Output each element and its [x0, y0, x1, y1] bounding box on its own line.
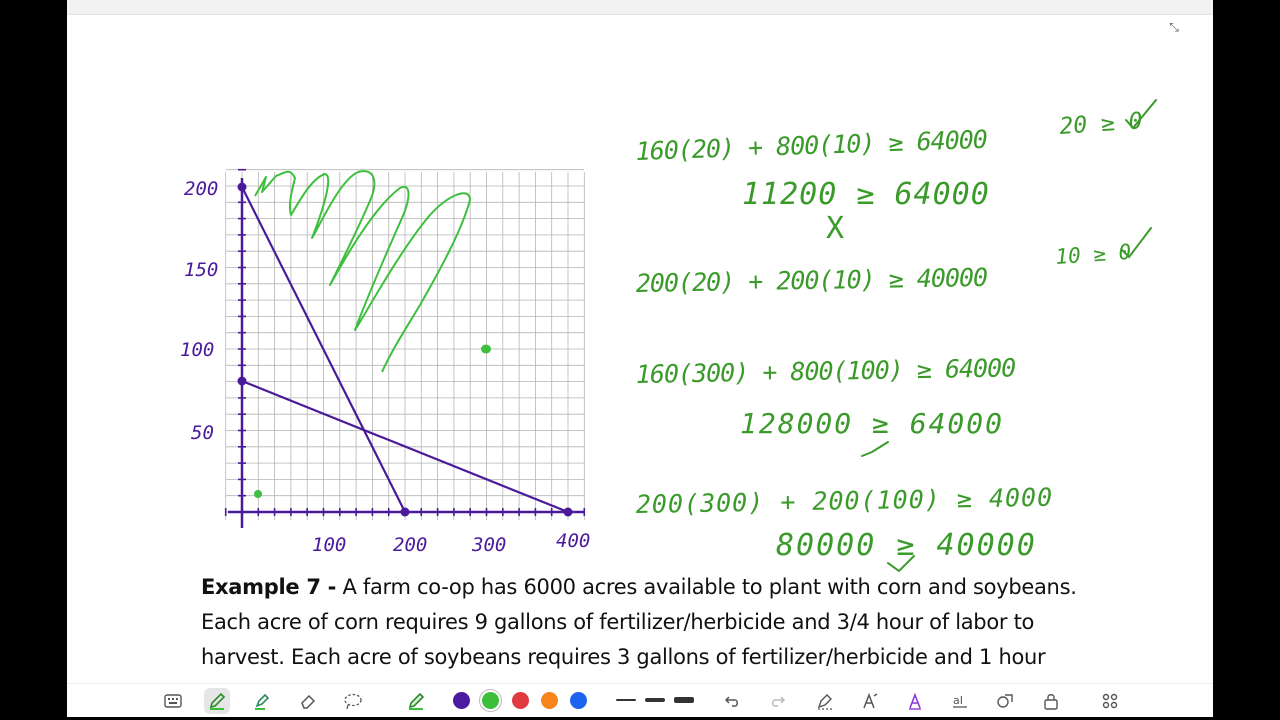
check-mark [1125, 99, 1157, 130]
keyboard-icon[interactable] [160, 688, 186, 714]
point-200-0 [400, 507, 410, 517]
eraser-icon[interactable] [295, 688, 321, 714]
stroke-thin-icon[interactable] [616, 699, 636, 701]
constraint-line-1 [241, 186, 406, 513]
color-swatch-green[interactable] [482, 692, 499, 709]
work-line-1: 160(20) + 800(10) ≥ 64000 [635, 125, 987, 166]
point-0-80 [237, 376, 247, 386]
y-tick-label: 150 [184, 259, 218, 281]
x-tick-label: 300 [471, 534, 506, 556]
y-tick-label: 50 [191, 422, 214, 444]
notebook-page[interactable]: ⤡ 200 150 100 50 100 200 300 [67, 0, 1213, 717]
stroke-thick-icon[interactable] [674, 697, 694, 703]
constraint-line-2 [241, 379, 569, 514]
more-apps-icon[interactable] [1097, 688, 1123, 714]
constraint-lines [241, 186, 569, 514]
x-tick-label: 200 [393, 534, 427, 556]
check-marks [861, 99, 1157, 573]
collapse-icon[interactable]: ⤡ [1169, 20, 1179, 34]
work-line-6: 200(300) + 200(100) ≥ 4000 [636, 483, 1054, 519]
text-box-icon[interactable]: aI [947, 688, 973, 714]
lasso-icon[interactable] [340, 688, 366, 714]
redo-icon[interactable] [765, 688, 791, 714]
pencil-icon[interactable] [403, 688, 429, 714]
undo-icon[interactable] [719, 688, 745, 714]
lock-icon[interactable] [1038, 688, 1064, 714]
work-line-5: 128000 ≥ 64000 [740, 407, 1004, 440]
check-mark [887, 555, 915, 573]
top-bar [67, 0, 1213, 15]
check-mark [1121, 227, 1152, 259]
example-label: Example 7 - [201, 575, 337, 599]
color-swatch-orange[interactable] [541, 692, 558, 709]
svg-text:aI: aI [953, 694, 963, 707]
side-check-2: 10 ≥ 0 [1055, 240, 1132, 269]
handwriting-icon[interactable] [902, 688, 928, 714]
test-point-300-100 [481, 344, 491, 354]
handwriting-canvas[interactable]: 200 150 100 50 100 200 300 400 160(20) +… [67, 0, 1213, 683]
problem-text: A farm co-op has 6000 acres available to… [201, 575, 1077, 669]
axes [224, 168, 586, 528]
point-0-200 [237, 182, 247, 192]
shading-scribble [254, 170, 471, 373]
stroke-medium-icon[interactable] [645, 698, 665, 702]
color-swatch-red[interactable] [512, 692, 529, 709]
work-line-7: 80000 ≥ 40000 [776, 528, 1037, 563]
bottom-toolbar: aI [67, 683, 1213, 717]
graph-grid [225, 169, 585, 520]
pen-icon[interactable] [204, 688, 230, 714]
point-400-0 [563, 507, 573, 517]
wrong-mark: X [826, 211, 844, 246]
text-pen-icon[interactable] [857, 688, 883, 714]
problem-statement: Example 7 - A farm co-op has 6000 acres … [201, 570, 1101, 675]
y-tick-label: 200 [184, 178, 218, 200]
work-line-3: 200(20) + 200(10) ≥ 40000 [636, 263, 988, 298]
shapes-icon[interactable] [992, 688, 1018, 714]
x-tick-label: 100 [312, 534, 346, 556]
highlighter-icon[interactable] [249, 688, 275, 714]
test-point-20-10 [254, 490, 262, 498]
work-line-4: 160(300) + 800(100) ≥ 64000 [636, 353, 1016, 389]
color-swatch-blue[interactable] [570, 692, 587, 709]
work-line-2: 11200 ≥ 64000 [742, 177, 990, 212]
intercept-points [237, 182, 573, 517]
check-mark [861, 441, 889, 457]
x-tick-label: 400 [556, 530, 590, 552]
y-tick-label: 100 [180, 339, 214, 361]
shape-pen-icon[interactable] [812, 688, 838, 714]
color-swatch-purple[interactable] [453, 692, 470, 709]
